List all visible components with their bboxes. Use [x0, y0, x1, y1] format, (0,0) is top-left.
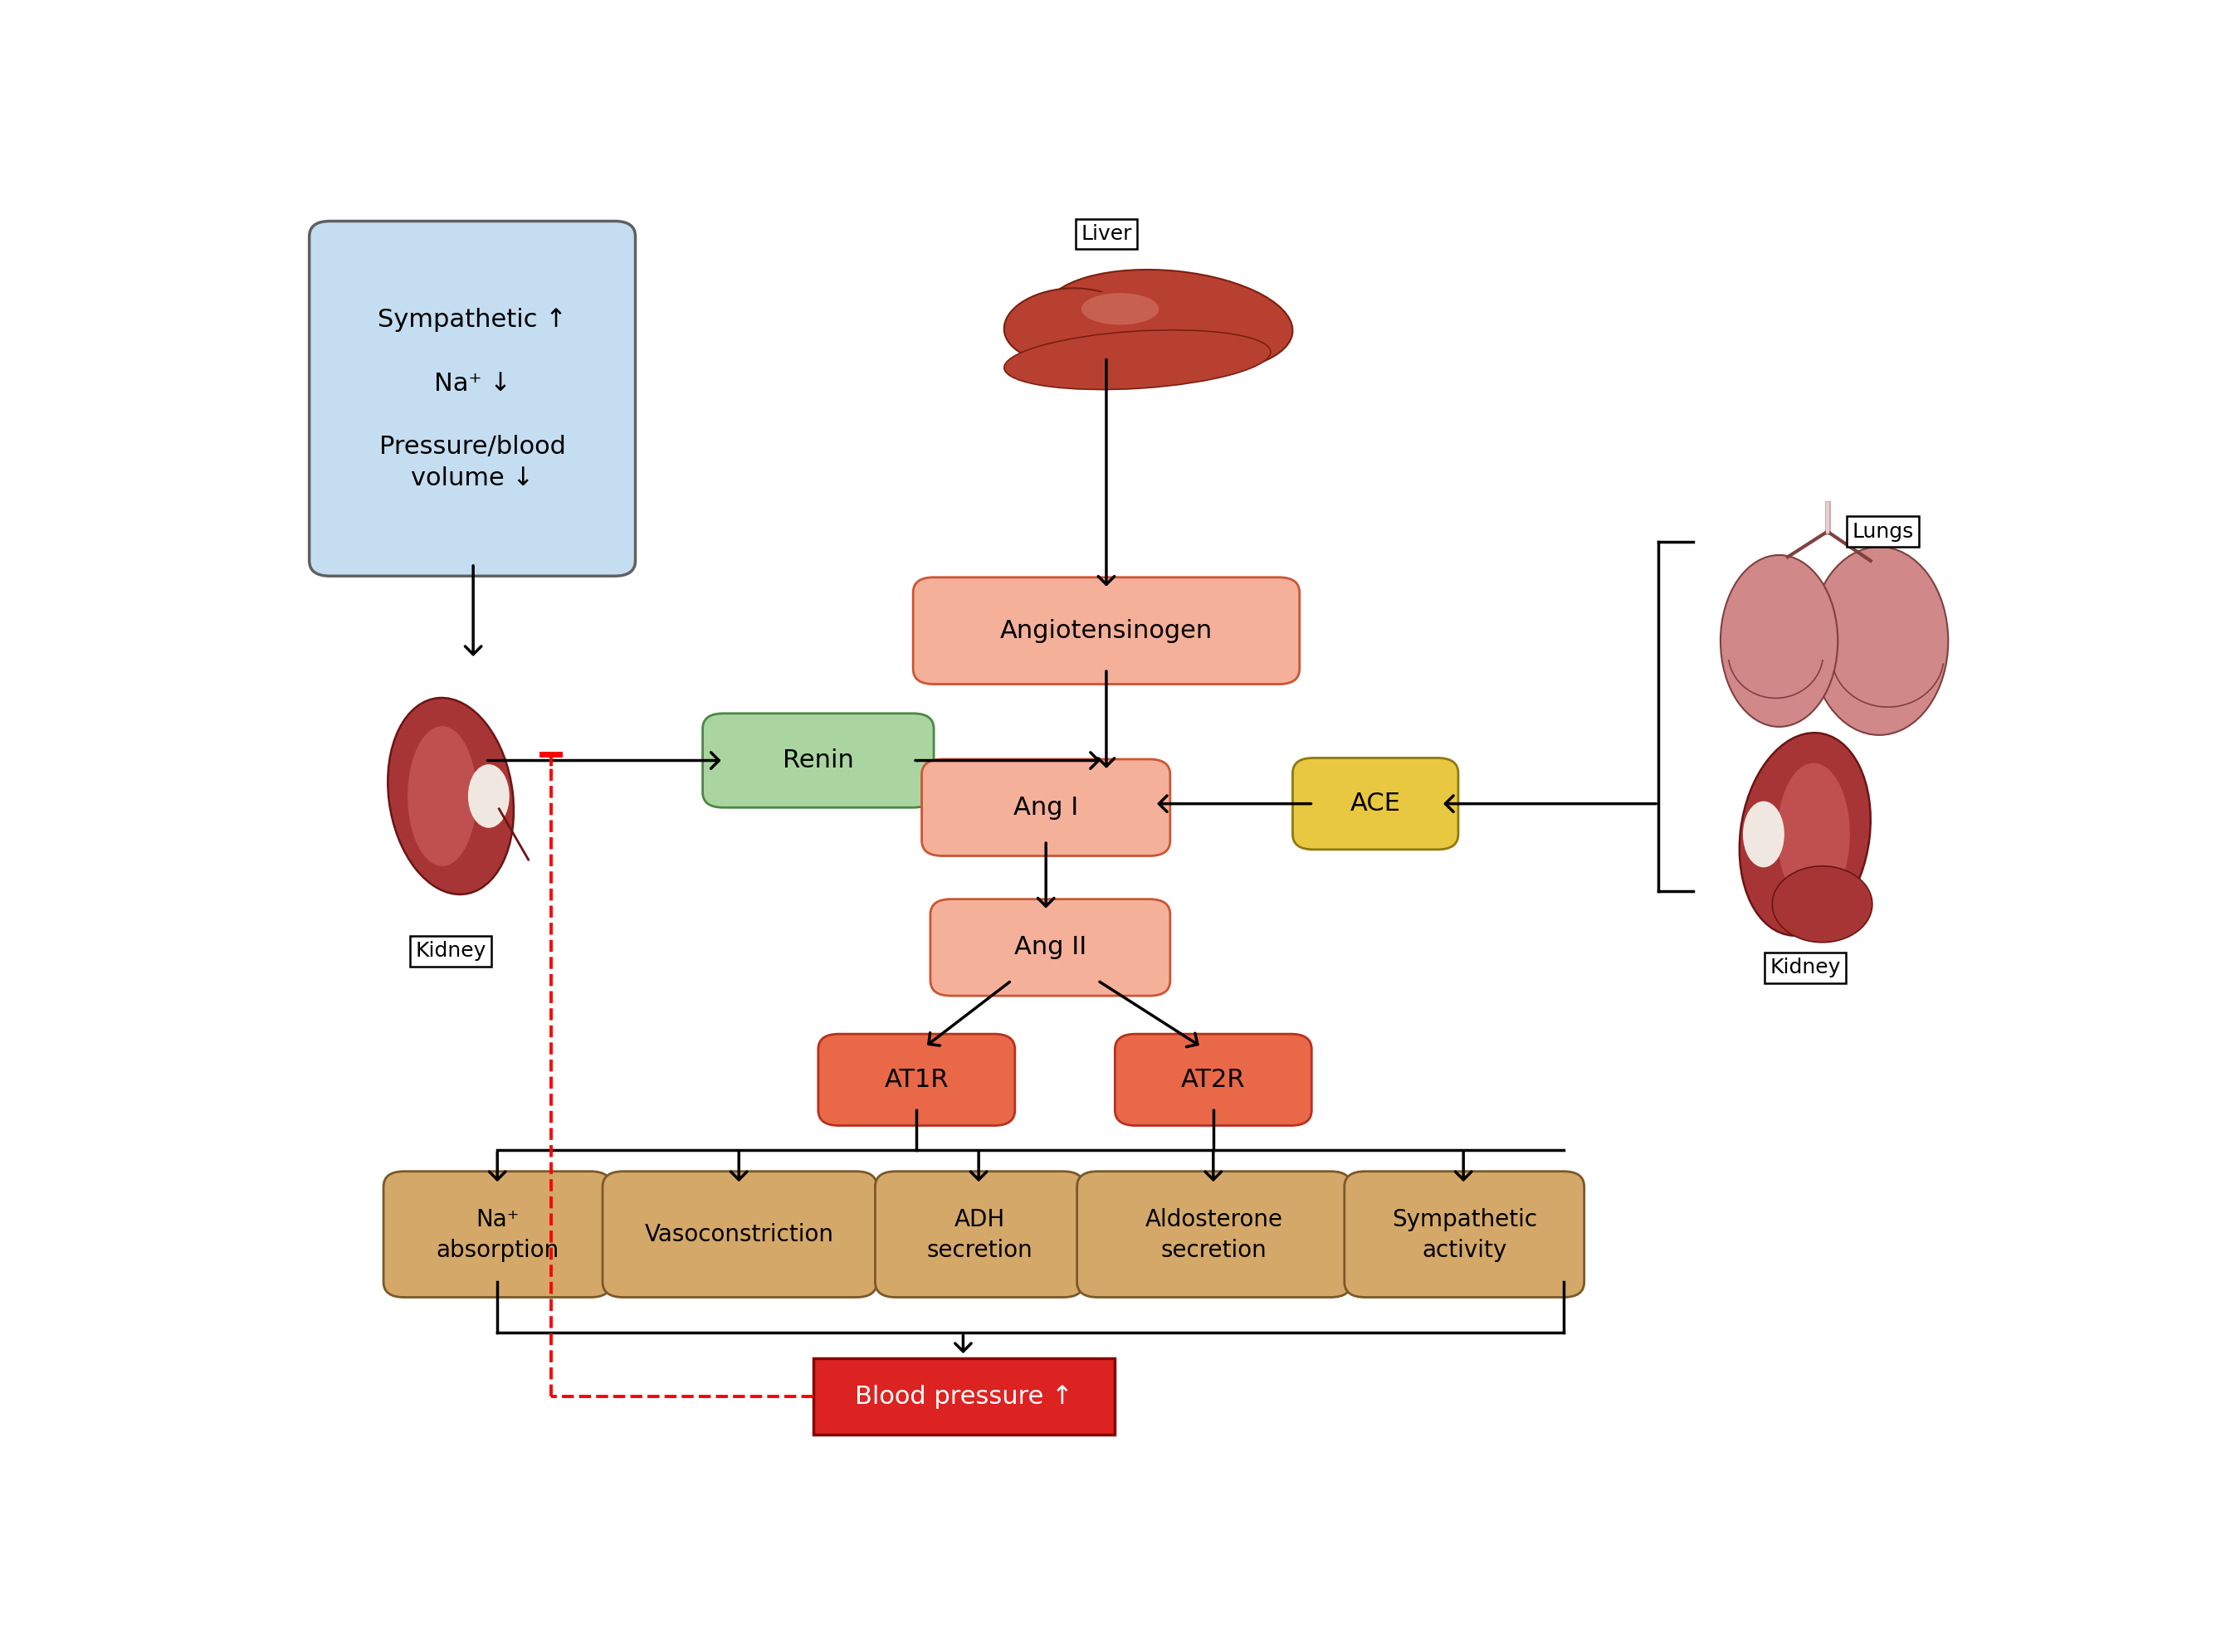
Text: Lungs: Lungs: [1852, 522, 1914, 542]
Ellipse shape: [1776, 763, 1850, 905]
Ellipse shape: [1064, 291, 1169, 360]
Ellipse shape: [1810, 547, 1948, 735]
FancyBboxPatch shape: [819, 1034, 1015, 1125]
Text: AT2R: AT2R: [1182, 1067, 1247, 1092]
FancyBboxPatch shape: [309, 221, 634, 577]
Text: Kidney: Kidney: [1770, 958, 1841, 978]
Text: Liver: Liver: [1082, 225, 1131, 244]
Text: Renin: Renin: [784, 748, 855, 773]
FancyBboxPatch shape: [922, 760, 1171, 856]
Text: AT1R: AT1R: [884, 1067, 948, 1092]
Bar: [812, 1358, 1115, 1434]
FancyBboxPatch shape: [1345, 1171, 1585, 1297]
Text: Sympathetic
activity: Sympathetic activity: [1391, 1208, 1536, 1262]
Text: ADH
secretion: ADH secretion: [926, 1208, 1033, 1262]
FancyBboxPatch shape: [603, 1171, 877, 1297]
Ellipse shape: [1082, 292, 1160, 325]
Ellipse shape: [387, 697, 514, 894]
Ellipse shape: [1044, 269, 1293, 373]
Text: Aldosterone
secretion: Aldosterone secretion: [1144, 1208, 1282, 1262]
FancyBboxPatch shape: [1115, 1034, 1311, 1125]
Ellipse shape: [1721, 555, 1839, 727]
Text: Kidney: Kidney: [416, 942, 485, 961]
FancyBboxPatch shape: [930, 899, 1171, 996]
FancyBboxPatch shape: [703, 714, 935, 808]
FancyBboxPatch shape: [1077, 1171, 1351, 1297]
Ellipse shape: [467, 765, 510, 828]
Ellipse shape: [1004, 330, 1271, 390]
FancyBboxPatch shape: [875, 1171, 1084, 1297]
Text: Vasoconstriction: Vasoconstriction: [646, 1224, 835, 1247]
Text: Angiotensinogen: Angiotensinogen: [999, 620, 1213, 643]
FancyBboxPatch shape: [1293, 758, 1458, 849]
Ellipse shape: [407, 727, 476, 866]
FancyBboxPatch shape: [913, 577, 1300, 684]
Ellipse shape: [1743, 801, 1785, 867]
Text: Na⁺
absorption: Na⁺ absorption: [436, 1208, 559, 1262]
Text: ACE: ACE: [1351, 791, 1400, 816]
Text: Ang II: Ang II: [1015, 935, 1086, 960]
Text: Ang I: Ang I: [1013, 796, 1077, 819]
FancyBboxPatch shape: [383, 1171, 612, 1297]
Text: Blood pressure ↑: Blood pressure ↑: [855, 1384, 1073, 1409]
Ellipse shape: [1772, 866, 1872, 942]
Text: Sympathetic ↑

Na⁺ ↓

Pressure/blood
volume ↓: Sympathetic ↑ Na⁺ ↓ Pressure/blood volum…: [378, 307, 568, 491]
Ellipse shape: [1739, 733, 1870, 935]
Ellipse shape: [1004, 287, 1133, 363]
